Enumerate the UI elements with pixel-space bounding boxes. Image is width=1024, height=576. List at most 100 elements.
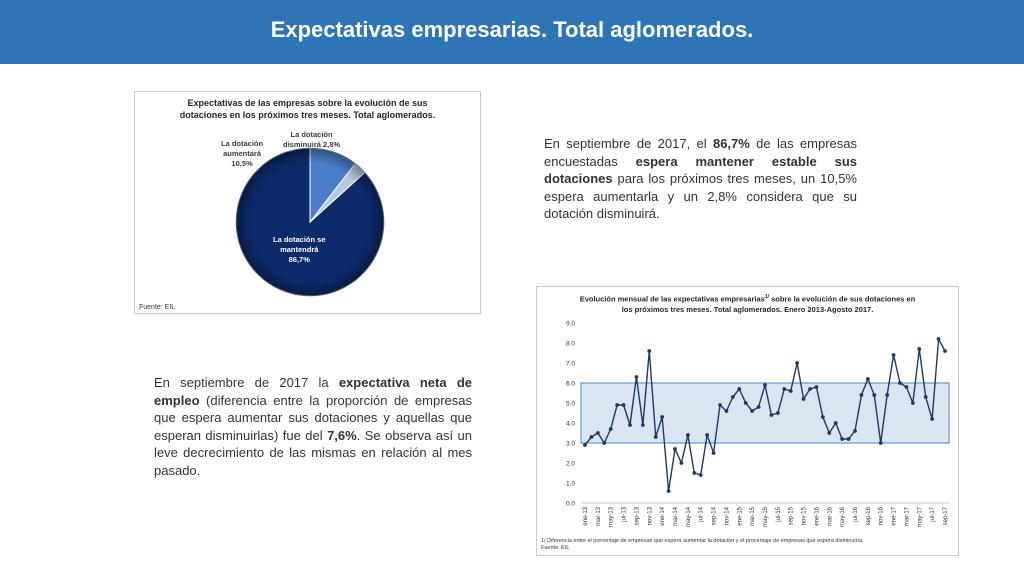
data-point bbox=[923, 395, 928, 399]
x-tick-label: sep-13 bbox=[634, 506, 640, 525]
data-point bbox=[769, 413, 774, 417]
x-tick-label: may-14 bbox=[686, 506, 692, 527]
data-point bbox=[692, 471, 697, 475]
line-chart-panel: Evolución mensual de las expectativas em… bbox=[536, 286, 959, 556]
pie-label-increase: La dotación aumentará 10,5% bbox=[221, 139, 263, 169]
y-tick-label: 1.0 bbox=[566, 481, 575, 488]
data-point bbox=[679, 461, 684, 465]
data-point bbox=[763, 383, 767, 387]
x-tick-label: jul-14 bbox=[699, 506, 705, 522]
data-point bbox=[628, 423, 632, 427]
data-point bbox=[936, 337, 941, 341]
data-point bbox=[814, 385, 819, 389]
x-tick-label: may-17 bbox=[917, 506, 923, 527]
paragraph2-run: expectativa neta de empleo bbox=[154, 375, 472, 408]
y-tick-label: 2.0 bbox=[566, 461, 575, 468]
paragraph2-run: (diferencia entre la proporción de empre… bbox=[154, 392, 472, 443]
y-tick-label: 8.0 bbox=[566, 341, 575, 348]
summary-paragraph-1: En septiembre de 2017, el 86,7% de las e… bbox=[544, 135, 857, 223]
data-point bbox=[910, 401, 915, 405]
line-title-part1: Evolución mensual de las expectativas em… bbox=[579, 294, 765, 304]
x-tick-label: nov-14 bbox=[724, 506, 730, 525]
data-point bbox=[673, 447, 677, 451]
pie-label-line: aumentará bbox=[223, 149, 262, 158]
pie-source: Fuente: EIL bbox=[139, 304, 176, 311]
data-point bbox=[853, 429, 857, 433]
data-point bbox=[685, 433, 690, 437]
pie-label-line: 86,7% bbox=[288, 255, 310, 264]
y-tick-label: 3.0 bbox=[566, 441, 575, 448]
x-tick-label: mar-13 bbox=[596, 506, 602, 526]
data-point bbox=[647, 349, 652, 353]
data-point bbox=[872, 393, 877, 397]
x-tick-label: sep-15 bbox=[789, 506, 795, 525]
pie-label-line: La dotación bbox=[221, 139, 264, 148]
data-point bbox=[904, 385, 909, 389]
data-point bbox=[865, 377, 870, 381]
x-tick-label: mar-16 bbox=[827, 506, 833, 526]
pie-chart bbox=[235, 147, 385, 297]
x-tick-label: nov-15 bbox=[802, 506, 808, 525]
title-bar: Expectativas empresarias. Total aglomera… bbox=[0, 0, 1024, 64]
data-point bbox=[724, 409, 729, 413]
x-tick-label: sep-16 bbox=[866, 506, 872, 525]
data-point bbox=[808, 387, 812, 391]
data-point bbox=[711, 451, 716, 455]
data-point bbox=[846, 437, 851, 441]
data-point bbox=[833, 421, 838, 425]
x-tick-label: ene-17 bbox=[892, 506, 898, 525]
data-point bbox=[750, 409, 755, 413]
paragraph2-run: 7,6% bbox=[327, 427, 357, 443]
paragraph1-run: para los próximos tres meses, un 10,5% e… bbox=[544, 171, 857, 221]
data-point bbox=[917, 347, 922, 351]
data-point bbox=[730, 395, 735, 399]
line-chart: 0.0 1.0 2.0 3.0 4.0 5.0 6.0 7.0 8.0 9.0 ene-13 mar-… bbox=[566, 321, 950, 527]
line-footnote: 1/ Diferencia entre el porcentaje de emp… bbox=[541, 538, 864, 544]
x-tick-label: ene-14 bbox=[660, 506, 666, 525]
page-title: Expectativas empresarias. Total aglomera… bbox=[270, 17, 754, 42]
paragraph1-run: espera mantener estable sus dotaciones bbox=[544, 153, 857, 187]
x-tick-label: ene-13 bbox=[583, 506, 589, 525]
data-point bbox=[788, 389, 793, 393]
pie-label-maintain: La dotación se mantendrá 86,7% bbox=[273, 235, 326, 265]
pie-label-decrease: La dotación disminuirá 2,8% bbox=[283, 130, 340, 150]
data-point bbox=[615, 403, 620, 407]
x-tick-label: may-16 bbox=[840, 506, 846, 527]
x-tick-label: mar-15 bbox=[750, 506, 756, 526]
x-tick-label: sep-17 bbox=[943, 506, 949, 525]
line-chart-title: Evolución mensual de las expectativas em… bbox=[557, 292, 938, 315]
line-title-part3: los próximos tres meses. Total aglomerad… bbox=[621, 304, 874, 314]
pie-outline bbox=[235, 147, 385, 297]
pie-label-line: disminuirá 2,8% bbox=[283, 140, 341, 149]
summary-paragraph-2: En septiembre de 2017 la expectativa net… bbox=[154, 374, 472, 479]
pie-label-line: La dotación bbox=[290, 130, 333, 139]
y-tick-label: 7.0 bbox=[566, 361, 575, 368]
line-title-part2: sobre la evolución de sus dotaciones en bbox=[768, 294, 916, 304]
pie-chart-panel: Expectativas de las empresas sobre la ev… bbox=[134, 91, 481, 314]
x-tick-label: jul-15 bbox=[776, 506, 782, 522]
y-tick-label: 0.0 bbox=[566, 501, 575, 508]
data-point bbox=[859, 393, 864, 397]
data-point bbox=[660, 415, 665, 419]
y-tick-label: 6.0 bbox=[566, 381, 575, 388]
data-point bbox=[595, 431, 600, 435]
data-point bbox=[653, 435, 658, 439]
x-tick-label: jul-17 bbox=[930, 506, 936, 522]
y-tick-label: 5.0 bbox=[566, 401, 575, 408]
data-point bbox=[705, 433, 710, 437]
x-tick-label: sep-14 bbox=[712, 506, 718, 525]
paragraph2-run: En septiembre de 2017 la bbox=[154, 375, 339, 390]
data-point bbox=[698, 473, 703, 477]
data-point bbox=[885, 393, 890, 397]
data-point bbox=[666, 489, 671, 493]
x-tick-label: nov-16 bbox=[879, 506, 885, 525]
normal-range-band bbox=[580, 382, 950, 444]
data-point bbox=[898, 381, 902, 385]
paragraph1-run: En septiembre de 2017, el bbox=[544, 136, 713, 151]
data-point bbox=[608, 427, 613, 431]
data-point bbox=[827, 431, 832, 435]
pie-label-line: 10,5% bbox=[231, 159, 253, 168]
data-point bbox=[621, 403, 626, 407]
data-point bbox=[878, 441, 883, 445]
data-point bbox=[891, 353, 896, 357]
